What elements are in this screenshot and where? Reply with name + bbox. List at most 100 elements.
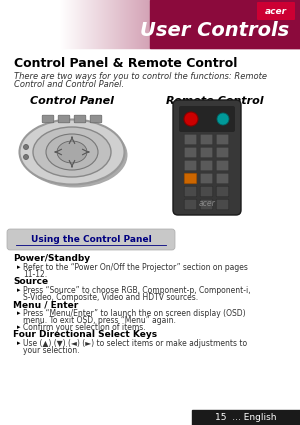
Bar — [160, 0, 161, 48]
Bar — [50, 0, 51, 48]
Bar — [165, 0, 166, 48]
Bar — [150, 0, 151, 48]
Bar — [24, 0, 25, 48]
Bar — [277, 0, 278, 48]
Bar — [170, 0, 171, 48]
Bar — [219, 0, 220, 48]
Bar — [35, 0, 36, 48]
Bar — [142, 0, 143, 48]
Bar — [171, 0, 172, 48]
Bar — [49, 0, 50, 48]
Text: Using the Control Panel: Using the Control Panel — [31, 235, 152, 244]
Bar — [180, 0, 181, 48]
Bar — [112, 0, 113, 48]
Bar — [127, 0, 128, 48]
Bar — [193, 0, 194, 48]
Bar — [110, 0, 111, 48]
Bar — [280, 0, 281, 48]
Bar — [57, 0, 58, 48]
Bar — [36, 0, 37, 48]
Bar — [87, 0, 88, 48]
Bar — [88, 0, 89, 48]
Bar — [117, 0, 118, 48]
Text: S-Video, Composite, Video and HDTV sources.: S-Video, Composite, Video and HDTV sourc… — [23, 293, 198, 302]
Bar — [71, 0, 72, 48]
Bar — [163, 0, 164, 48]
Bar — [77, 0, 78, 48]
Text: Four Directional Select Keys: Four Directional Select Keys — [13, 330, 157, 339]
Bar — [7, 0, 8, 48]
FancyBboxPatch shape — [42, 115, 54, 123]
Bar — [175, 0, 176, 48]
Bar — [155, 0, 156, 48]
Bar — [72, 0, 73, 48]
Text: Control Panel & Remote Control: Control Panel & Remote Control — [14, 57, 237, 70]
Bar — [173, 0, 174, 48]
Bar — [32, 0, 33, 48]
Bar — [61, 0, 62, 48]
Bar — [151, 0, 152, 48]
Bar — [179, 0, 180, 48]
Bar — [144, 0, 145, 48]
FancyBboxPatch shape — [58, 115, 70, 123]
Bar — [246, 0, 247, 48]
Text: acer: acer — [199, 198, 215, 207]
Bar — [8, 0, 9, 48]
Bar — [40, 0, 41, 48]
Bar — [105, 0, 106, 48]
Bar — [51, 0, 52, 48]
FancyBboxPatch shape — [200, 147, 213, 158]
Bar — [220, 0, 221, 48]
Bar — [43, 0, 44, 48]
Bar — [100, 0, 101, 48]
Bar — [15, 0, 16, 48]
Bar — [107, 0, 108, 48]
Bar — [0, 0, 1, 48]
Bar — [177, 0, 178, 48]
Bar — [14, 0, 15, 48]
Bar — [210, 0, 211, 48]
Bar — [75, 0, 76, 48]
Circle shape — [184, 112, 198, 126]
Bar — [78, 0, 79, 48]
Text: Use (▲) (▼) (◄) (►) to select items or make adjustments to: Use (▲) (▼) (◄) (►) to select items or m… — [23, 339, 247, 348]
Bar — [131, 0, 132, 48]
Text: Control and Control Panel.: Control and Control Panel. — [14, 80, 124, 89]
Bar — [30, 0, 31, 48]
Circle shape — [217, 113, 229, 125]
Bar — [270, 0, 271, 48]
Text: Press “Menu/Enter” to launch the on screen display (OSD): Press “Menu/Enter” to launch the on scre… — [23, 309, 246, 318]
Bar — [93, 0, 94, 48]
Bar — [6, 0, 7, 48]
FancyBboxPatch shape — [184, 173, 197, 184]
Text: ▸: ▸ — [17, 287, 20, 293]
Bar — [66, 0, 67, 48]
FancyBboxPatch shape — [216, 173, 229, 184]
FancyBboxPatch shape — [184, 147, 197, 158]
Bar — [273, 0, 274, 48]
Bar — [249, 0, 250, 48]
Bar — [228, 0, 229, 48]
Bar — [63, 0, 64, 48]
Bar — [103, 0, 104, 48]
Bar — [157, 0, 158, 48]
Bar — [168, 0, 169, 48]
Bar — [150, 0, 300, 48]
Bar — [266, 0, 267, 48]
Bar — [130, 0, 131, 48]
Bar — [256, 0, 257, 48]
Bar — [97, 0, 98, 48]
Bar — [84, 0, 85, 48]
Bar — [86, 0, 87, 48]
Text: ▸: ▸ — [17, 264, 20, 270]
Bar — [169, 0, 170, 48]
Bar — [116, 0, 117, 48]
Bar — [182, 0, 183, 48]
Bar — [164, 0, 165, 48]
Bar — [98, 0, 99, 48]
Bar — [262, 0, 263, 48]
Bar — [53, 0, 54, 48]
Text: Control Panel: Control Panel — [30, 96, 114, 106]
Bar — [189, 0, 190, 48]
FancyBboxPatch shape — [216, 147, 229, 158]
